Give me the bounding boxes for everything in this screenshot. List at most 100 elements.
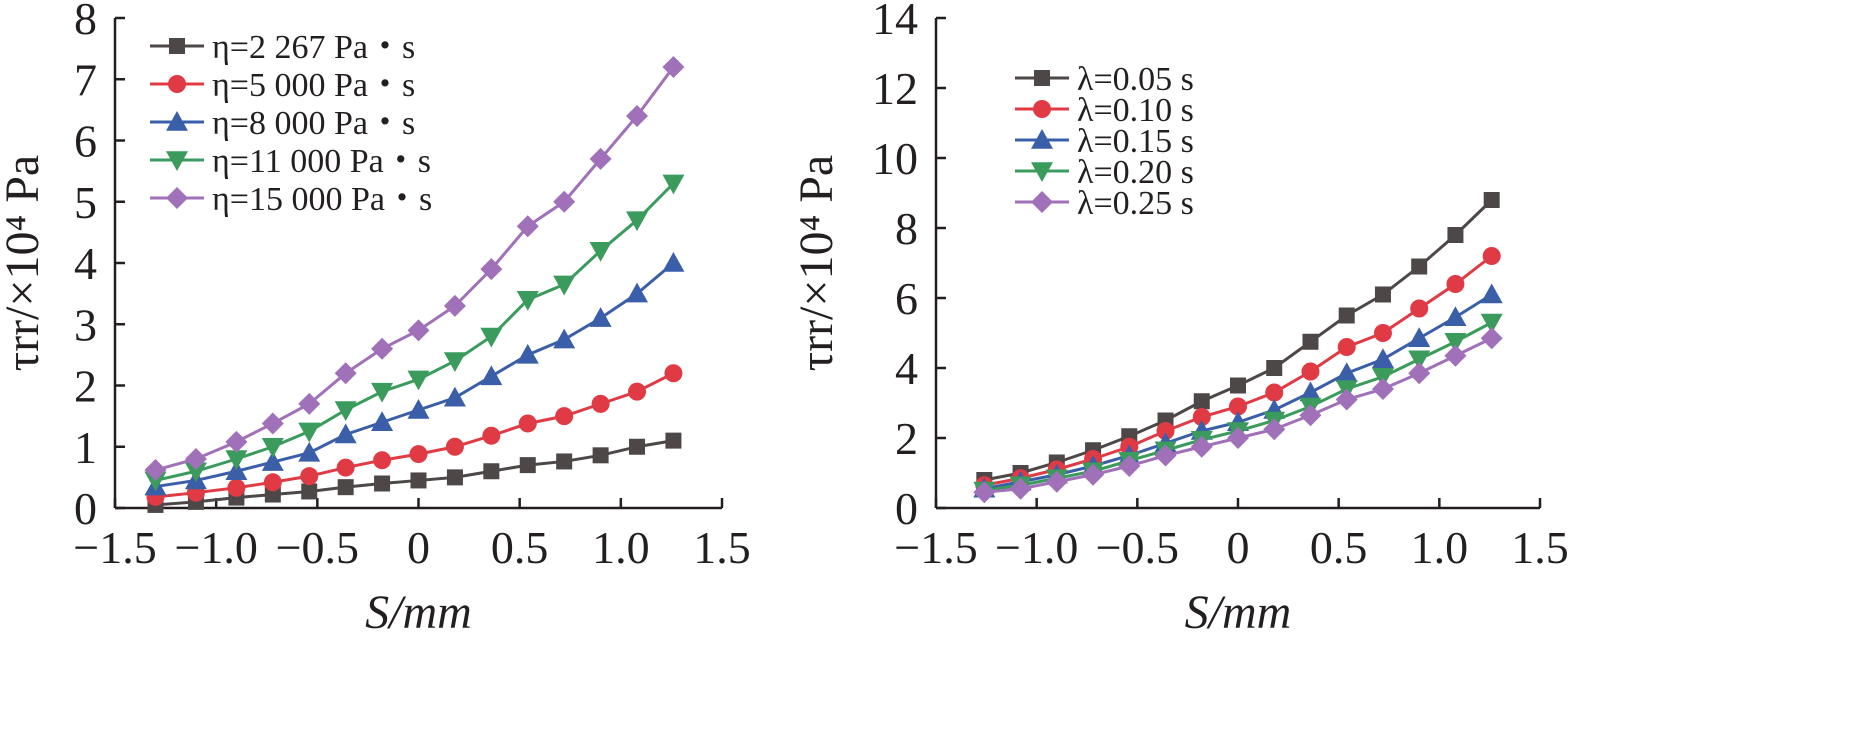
x-tick-label: −0.5 (276, 522, 359, 573)
x-tick-label: 1.0 (592, 522, 650, 573)
data-point (1299, 381, 1322, 402)
legend-marker (166, 111, 188, 131)
data-point (973, 481, 996, 504)
data-point (1156, 422, 1175, 440)
data-point (1371, 367, 1394, 388)
data-point (336, 458, 355, 477)
data-point (407, 319, 430, 342)
x-tick-label: 1.5 (1511, 522, 1569, 573)
data-point (1335, 362, 1358, 383)
data-point (519, 457, 536, 474)
data-point (589, 147, 612, 170)
data-point (1483, 192, 1500, 208)
data-point (483, 463, 500, 480)
data-point (1411, 258, 1428, 275)
data-point (665, 432, 682, 449)
data-point (407, 370, 430, 391)
series-group (144, 56, 685, 482)
data-point (446, 469, 463, 486)
data-point (407, 399, 430, 419)
y-tick-label: 6 (74, 116, 97, 167)
data-point (1444, 332, 1467, 353)
data-point (144, 471, 167, 492)
data-point (371, 382, 394, 403)
legend-marker (166, 151, 188, 171)
data-point (225, 450, 248, 470)
data-point (626, 105, 649, 127)
x-axis-title: S/mm (365, 586, 472, 639)
data-point (553, 275, 576, 296)
legend-label: λ=0.25 s (1077, 185, 1194, 222)
data-point (553, 328, 576, 349)
legend-marker (1031, 162, 1053, 182)
x-tick-label: 1.5 (693, 522, 751, 573)
data-point (1229, 397, 1247, 416)
data-point (1371, 348, 1394, 369)
data-point (1338, 307, 1355, 324)
right-chart: −1.5 −1.0 −0.5 0 0.5 1.0 1.5 0 2 4 6 8 10 12 14 S/mm τrr… (790, 0, 1569, 639)
data-point (1227, 427, 1249, 449)
x-tick-label: −0.5 (1096, 522, 1179, 573)
y-tick-label: 8 (74, 0, 97, 44)
data-point (1190, 435, 1213, 458)
data-point (516, 343, 539, 364)
y-tick-label: 12 (872, 63, 918, 114)
data-point (144, 459, 167, 482)
legend-marker (1033, 100, 1051, 118)
data-point (298, 441, 321, 462)
data-point (1373, 324, 1392, 342)
data-point (1302, 333, 1319, 350)
data-point (1009, 477, 1032, 500)
data-point (626, 211, 649, 232)
data-point (225, 430, 248, 453)
y-tick-label: 4 (895, 343, 918, 394)
x-tick-label: 0.5 (491, 522, 549, 573)
data-point (409, 445, 428, 464)
data-point (1444, 306, 1467, 327)
y-tick-label: 1 (74, 422, 97, 473)
data-point (556, 453, 573, 470)
data-point (662, 174, 685, 195)
data-point (1335, 388, 1358, 411)
x-tick-label: 0.5 (1310, 522, 1368, 573)
data-point (628, 382, 647, 401)
data-point (1230, 377, 1246, 394)
data-point (516, 215, 539, 238)
data-point (555, 407, 574, 426)
data-point (629, 438, 646, 455)
data-point (1301, 362, 1320, 381)
y-axis-title: τrr/×10⁴ Pa (0, 155, 49, 371)
legend-label: η=11 000 Pa・s (212, 143, 431, 180)
data-point (1263, 418, 1286, 441)
y-tick-label: 2 (74, 361, 97, 412)
data-point (1482, 247, 1501, 265)
data-point (334, 362, 357, 385)
data-point (1447, 227, 1464, 243)
legend-marker (169, 38, 185, 54)
data-point (1266, 360, 1283, 376)
data-point (373, 451, 392, 470)
y-tick-label: 7 (74, 54, 97, 105)
left-chart: −1.5 −1.0 −0.5 0 0.5 1.0 1.5 0 1 2 3 4 5 6 7 8 S/mm τrr/×… (0, 0, 751, 639)
data-point (1192, 408, 1211, 426)
x-tick-label: −1.0 (995, 522, 1078, 573)
x-axis-title: S/mm (1185, 586, 1292, 639)
data-point (1045, 470, 1068, 493)
data-point (298, 392, 321, 415)
data-point (443, 386, 466, 407)
legend-label: λ=0.15 s (1077, 123, 1194, 160)
data-point (184, 448, 207, 470)
data-point (1337, 338, 1356, 356)
data-point (1410, 299, 1429, 318)
x-tick-label: 0 (1227, 522, 1250, 573)
data-point (264, 486, 281, 503)
data-point (1265, 383, 1284, 402)
data-point (518, 414, 537, 433)
y-tick-label: 10 (872, 133, 918, 184)
data-point (263, 473, 282, 492)
data-point (482, 426, 501, 445)
data-point (443, 294, 466, 317)
data-point (261, 451, 284, 471)
data-point (371, 411, 394, 432)
